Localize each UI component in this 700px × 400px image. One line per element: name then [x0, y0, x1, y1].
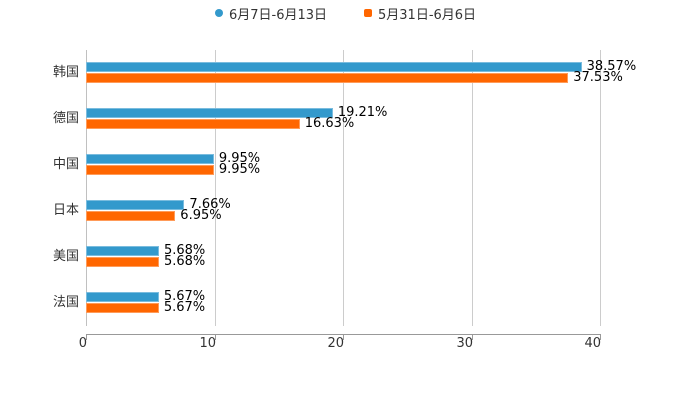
- bar-value-label: 37.53%: [573, 70, 623, 85]
- gridline: [472, 50, 473, 326]
- bar-value-label: 9.95%: [218, 151, 261, 166]
- bar-series-1[interactable]: [86, 154, 214, 164]
- chart-legend: 6月7日-6月13日 5月31日-6月6日: [0, 4, 700, 23]
- x-tick-label: 20: [327, 336, 344, 351]
- legend-label: 5月31日-6月6日: [378, 7, 477, 23]
- bar-series-1[interactable]: [86, 246, 159, 256]
- x-tick: [215, 334, 216, 340]
- x-axis-line: [86, 334, 600, 335]
- bar-series-2[interactable]: [86, 119, 300, 129]
- legend-item-series-1[interactable]: 6月7日-6月13日: [215, 4, 328, 23]
- x-tick: [86, 334, 87, 340]
- category-label: 法国: [52, 295, 79, 310]
- circle-marker-icon: [215, 9, 223, 17]
- bar-value-label: 5.68%: [163, 243, 206, 258]
- category-label: 德国: [52, 111, 79, 126]
- bar-series-1[interactable]: [86, 200, 185, 210]
- bar-series-2[interactable]: [86, 165, 214, 175]
- x-tick-label: 40: [584, 336, 601, 351]
- bar-series-1[interactable]: [86, 62, 582, 72]
- bar-series-1[interactable]: [86, 108, 333, 118]
- category-label: 中国: [52, 157, 79, 172]
- category-label: 美国: [52, 249, 79, 264]
- category-label: 韩国: [52, 65, 79, 80]
- x-tick-label: 30: [456, 336, 473, 351]
- category-label: 日本: [52, 203, 79, 218]
- bar-value-label: 5.67%: [163, 300, 206, 315]
- bar-value-label: 5.68%: [163, 254, 206, 269]
- bar-value-label: 5.67%: [163, 289, 206, 304]
- bar-series-2[interactable]: [86, 211, 176, 221]
- square-marker-icon: [364, 9, 372, 17]
- bar-series-2[interactable]: [86, 303, 159, 313]
- bar-value-label: 6.95%: [180, 208, 222, 223]
- gridline: [215, 50, 216, 326]
- legend-item-series-2[interactable]: 5月31日-6月6日: [364, 4, 477, 23]
- x-tick-label: 10: [199, 336, 216, 351]
- legend-label: 6月7日-6月13日: [229, 7, 328, 23]
- bar-series-2[interactable]: [86, 257, 159, 267]
- y-axis-line: [86, 50, 87, 326]
- bar-value-label: 38.57%: [586, 59, 637, 74]
- x-tick: [472, 334, 473, 340]
- x-tick-label: 0: [78, 336, 87, 351]
- x-tick: [343, 334, 344, 340]
- bar-value-label: 19.21%: [337, 105, 388, 120]
- gridline: [343, 50, 344, 326]
- bar-series-1[interactable]: [86, 292, 159, 302]
- bar-series-2[interactable]: [86, 73, 569, 83]
- bar-value-label: 16.63%: [304, 116, 355, 131]
- bar-value-label: 7.66%: [189, 197, 231, 212]
- x-tick: [600, 334, 601, 340]
- bar-value-label: 9.95%: [218, 162, 261, 177]
- gridline: [600, 50, 601, 326]
